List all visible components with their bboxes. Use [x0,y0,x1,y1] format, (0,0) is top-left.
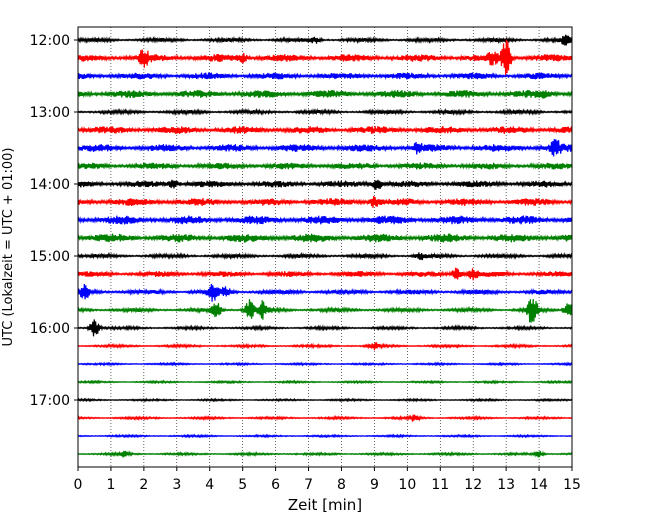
plot-frame [77,26,573,468]
y-axis-label: UTC (Lokalzeit = UTC + 01:00) [1,148,16,347]
seismic-trace [77,342,573,351]
y-tick-label: 16:00 [30,321,70,337]
y-tick-label: 15:00 [30,249,70,265]
x-tick-label: 2 [139,477,148,493]
seismic-trace [77,450,573,458]
x-tick-label: 4 [205,477,214,493]
vertical-grid [110,27,540,467]
x-tick-label: 12 [464,477,482,493]
seismic-trace [77,283,573,302]
seismic-trace [77,126,573,134]
seismic-trace [77,195,573,208]
x-tick-label: 6 [271,477,280,493]
seismic-trace [77,90,573,99]
x-axis: 0 1 2 3 4 5 6 7 8 9 10 11 12 13 14 15 [74,467,581,493]
x-tick-label: 3 [172,477,181,493]
x-tick-label: 10 [398,477,416,493]
seismic-trace [77,34,573,46]
seismic-trace [77,139,573,157]
seismic-trace [77,233,573,243]
y-tick-label: 13:00 [30,105,70,121]
seismic-trace [77,267,573,281]
seismic-trace [77,299,573,323]
seismic-trace [77,39,573,77]
seismic-trace [77,319,573,337]
x-tick-label: 13 [497,477,515,493]
seismic-trace [77,414,573,422]
y-tick-label: 12:00 [30,33,70,49]
y-axis: 12:00 13:00 14:00 15:00 16:00 17:00 [30,33,78,409]
x-tick-label: 14 [530,477,548,493]
x-tick-label: 7 [304,477,313,493]
x-tick-label: 1 [106,477,115,493]
seismic-trace [77,72,573,81]
x-tick-label: 8 [337,477,346,493]
seismic-trace [77,379,573,385]
seismic-trace [77,361,573,367]
x-tick-label: 0 [74,477,83,493]
seismic-trace [77,179,573,191]
seismic-trace [77,107,573,116]
x-tick-label: 11 [431,477,449,493]
seismic-trace [77,397,573,403]
x-tick-label: 9 [370,477,379,493]
seismic-trace [77,162,573,171]
x-tick-label: 15 [563,477,581,493]
traces [77,34,573,458]
seismic-trace [77,215,573,225]
seismic-trace [77,433,573,439]
x-tick-label: 5 [238,477,247,493]
seismic-trace [77,251,573,261]
y-tick-label: 17:00 [30,393,70,409]
y-tick-label: 14:00 [30,177,70,193]
x-axis-label: Zeit [min] [288,496,362,514]
